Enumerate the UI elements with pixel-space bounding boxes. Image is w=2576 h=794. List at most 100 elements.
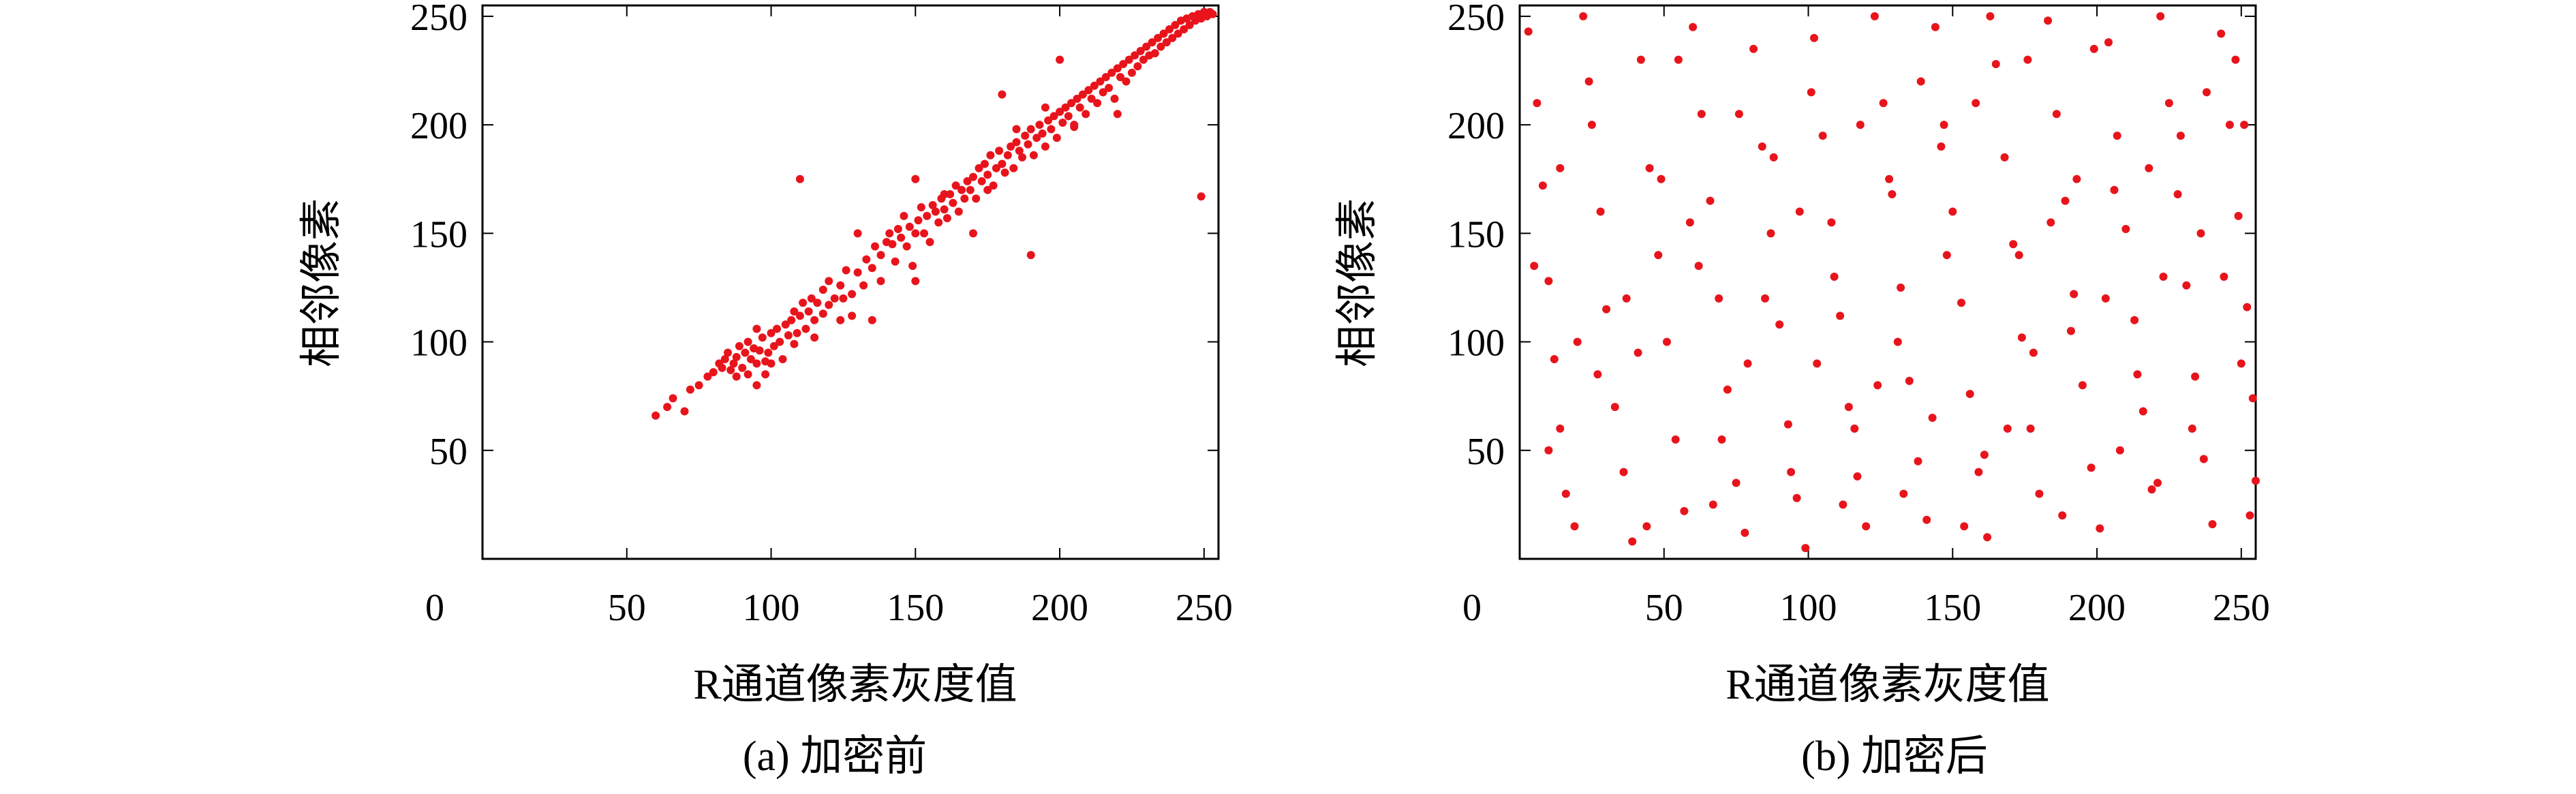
- y-tick-label: 200: [410, 105, 467, 147]
- data-point: [2029, 348, 2038, 357]
- data-point: [1948, 207, 1957, 216]
- data-point: [1942, 251, 1951, 260]
- data-point: [853, 229, 862, 238]
- data-point: [1749, 44, 1758, 53]
- data-point: [963, 177, 972, 185]
- data-point: [1657, 174, 1666, 183]
- data-point: [1084, 86, 1093, 95]
- data-point: [1530, 262, 1539, 271]
- data-point: [946, 190, 955, 198]
- data-point: [1113, 110, 1122, 119]
- data-point: [1171, 20, 1180, 29]
- data-point: [888, 240, 897, 249]
- data-point: [891, 257, 900, 266]
- data-point: [2066, 326, 2075, 335]
- data-point: [2115, 446, 2124, 455]
- data-point: [931, 207, 940, 216]
- data-point: [920, 229, 928, 238]
- data-point: [752, 381, 761, 390]
- data-point: [1850, 424, 1859, 433]
- data-point: [1110, 94, 1119, 103]
- data-point: [1067, 99, 1075, 108]
- data-point: [1836, 311, 1845, 320]
- scatter-panel-a: 50 100 150 200 250 0 50 100 150 200 250 相邻像素 R通道像…: [298, 0, 1233, 780]
- data-point: [1879, 99, 1888, 108]
- data-point: [1124, 55, 1133, 64]
- data-point: [778, 355, 787, 363]
- data-point: [1645, 164, 1654, 172]
- data-point: [1049, 112, 1058, 121]
- data-point: [1052, 134, 1061, 142]
- data-point: [957, 185, 966, 194]
- x-tick-label: 100: [743, 587, 800, 629]
- data-point: [773, 324, 781, 333]
- data-point: [2159, 273, 2168, 281]
- data-point: [818, 309, 827, 318]
- x-tick-label: 200: [1031, 587, 1088, 629]
- data-point: [1156, 42, 1165, 51]
- data-point: [1689, 22, 1698, 31]
- data-point: [2173, 190, 2182, 198]
- data-point: [2070, 290, 2079, 299]
- data-point: [1810, 33, 1818, 42]
- data-point: [1830, 273, 1839, 281]
- data-point: [680, 407, 689, 416]
- data-point: [732, 352, 741, 361]
- xlabel-b: R通道像素灰度值: [1726, 662, 2049, 708]
- data-point: [2035, 489, 2044, 498]
- data-point: [949, 198, 957, 207]
- data-point: [1610, 403, 1619, 412]
- data-point: [1041, 142, 1049, 151]
- data-point: [1154, 33, 1163, 42]
- data-point: [2052, 110, 2061, 119]
- data-point: [1873, 381, 1882, 390]
- data-point: [746, 355, 755, 363]
- data-point: [2078, 381, 2087, 390]
- data-point: [986, 151, 995, 159]
- data-point: [1743, 359, 1752, 368]
- data-point: [1694, 262, 1703, 271]
- data-point: [1766, 229, 1775, 238]
- data-point: [1026, 251, 1035, 260]
- data-point: [1663, 337, 1671, 346]
- data-point: [1113, 64, 1122, 73]
- data-point: [790, 307, 799, 316]
- data-point: [2072, 174, 2081, 183]
- x-tick-label: 0: [425, 587, 444, 629]
- data-point: [2133, 370, 2142, 379]
- x-ticks-a: 0 50 100 150 200 250: [425, 5, 1233, 629]
- data-point: [1142, 42, 1151, 51]
- data-point: [975, 164, 983, 172]
- plot-frame-a: [481, 4, 1220, 560]
- y-tick-label: 50: [429, 431, 467, 473]
- data-point: [1096, 77, 1105, 86]
- data-point: [1654, 251, 1663, 260]
- data-point: [1671, 435, 1680, 444]
- y-tick-label: 200: [1447, 105, 1505, 147]
- data-point: [1116, 73, 1124, 82]
- data-point: [1801, 544, 1810, 553]
- y-tick-label: 250: [1447, 0, 1505, 39]
- data-point: [1899, 489, 1908, 498]
- data-point: [969, 229, 977, 238]
- data-point: [1099, 88, 1107, 97]
- data-point: [1082, 110, 1090, 119]
- data-point: [1706, 196, 1715, 205]
- data-point: [2156, 12, 2165, 20]
- data-point: [2113, 132, 2121, 140]
- data-point: [1827, 218, 1836, 227]
- data-point: [2044, 16, 2053, 25]
- data-point: [1139, 55, 1148, 64]
- data-point: [1931, 22, 1939, 31]
- data-point: [1888, 190, 1897, 198]
- data-point: [868, 316, 876, 324]
- data-point: [1078, 90, 1087, 99]
- data-point: [2023, 55, 2032, 64]
- data-point: [1101, 73, 1110, 82]
- data-point: [2164, 99, 2173, 108]
- data-point: [1150, 49, 1159, 58]
- data-point: [1584, 77, 1593, 86]
- data-point: [767, 329, 776, 337]
- data-point: [776, 337, 784, 346]
- data-point: [2096, 524, 2104, 533]
